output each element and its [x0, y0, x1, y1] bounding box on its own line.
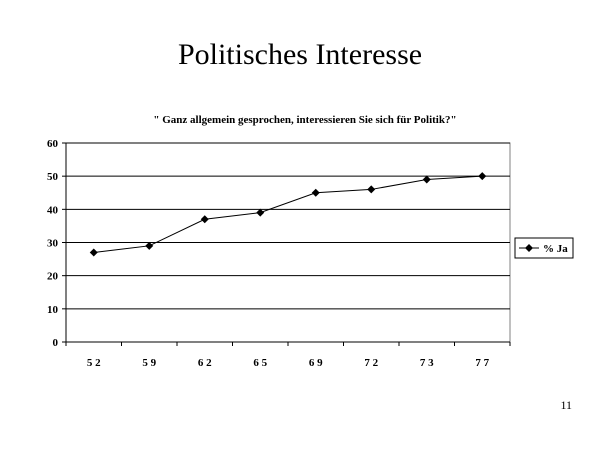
series-line — [93, 175, 483, 253]
x-tick-label: 6 9 — [309, 357, 323, 369]
slide-title: Politisches Interesse — [177, 38, 423, 71]
x-tick-label: 5 2 — [87, 357, 101, 369]
page-number: 11 — [560, 398, 572, 412]
x-tick-label: 5 9 — [142, 357, 156, 369]
legend-box — [514, 237, 574, 259]
x-tick-label: 6 2 — [198, 357, 212, 369]
data-point — [200, 215, 209, 224]
x-tick-label: 7 7 — [475, 357, 489, 369]
legend-diamond-icon — [525, 244, 533, 252]
data-point — [145, 241, 154, 250]
data-point — [478, 172, 487, 181]
y-tick-label: 20 — [47, 271, 59, 283]
data-point — [256, 208, 265, 217]
legend: % Ja — [514, 237, 574, 259]
data-point — [89, 248, 98, 257]
data-point — [311, 188, 320, 197]
legend-label: % Ja — [543, 243, 568, 255]
gridlines — [65, 142, 511, 343]
y-tick-label: 50 — [47, 171, 59, 183]
axes: 0 10 20 30 40 50 60 5 2 5 9 6 2 6 5 6 9 7 2 7 3 7 7 — [47, 138, 511, 369]
x-tick-label: 6 5 — [253, 357, 267, 369]
y-tick-label: 0 — [53, 337, 59, 349]
y-tick-label: 10 — [47, 304, 59, 316]
data-point — [367, 185, 376, 194]
data-point — [422, 175, 431, 184]
x-tick-label: 7 3 — [420, 357, 434, 369]
y-tick-label: 60 — [47, 138, 59, 150]
chart-title: " Ganz allgemein gesprochen, interessier… — [153, 114, 456, 126]
y-tick-label: 40 — [47, 204, 59, 216]
series-group — [89, 172, 487, 257]
x-tick-label: 7 2 — [364, 357, 378, 369]
y-tick-label: 30 — [47, 238, 59, 250]
